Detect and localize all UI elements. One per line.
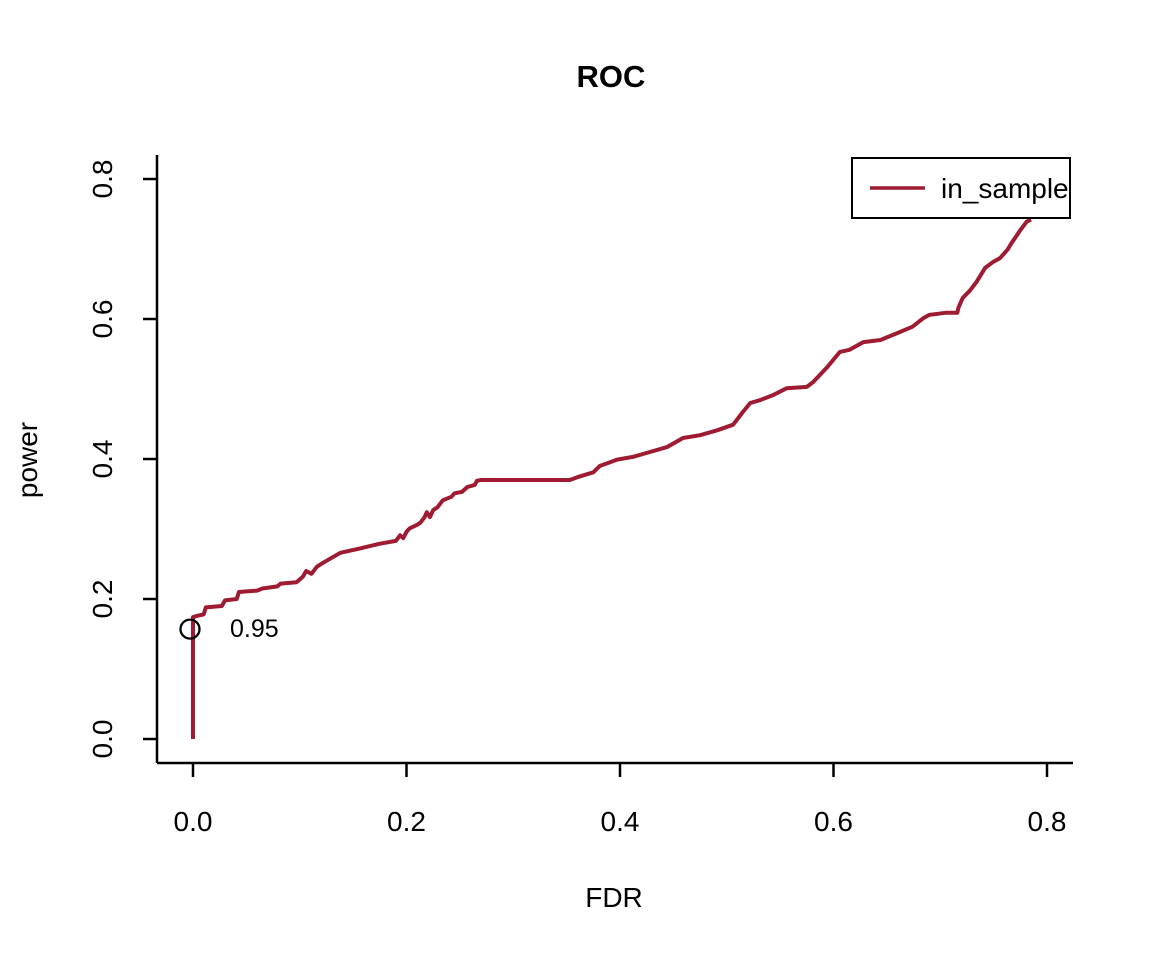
- x-tick-label: 0.6: [814, 806, 853, 837]
- x-tick-label: 0.2: [387, 806, 426, 837]
- threshold-value-label: 0.95: [230, 615, 279, 643]
- y-tick-label: 0.8: [87, 160, 118, 199]
- x-axis-title: FDR: [585, 882, 643, 913]
- y-tick-label: 0.2: [87, 580, 118, 619]
- legend: in_sample: [851, 157, 1071, 219]
- threshold-point-marker: [179, 618, 201, 640]
- roc-curve-in-sample: [191, 217, 1032, 739]
- axis-ticks: 0.0 0.2 0.4 0.6 0.8 0.0 0.2 0.4 0.6 0.8: [87, 160, 1066, 837]
- y-tick-label: 0.6: [87, 300, 118, 339]
- chart-title: ROC: [577, 59, 646, 94]
- y-tick-label: 0.0: [87, 720, 118, 759]
- x-tick-label: 0.0: [174, 806, 213, 837]
- x-tick-label: 0.4: [601, 806, 640, 837]
- legend-entry-label: in_sample: [941, 173, 1069, 204]
- y-axis-title: power: [12, 422, 43, 498]
- x-tick-label: 0.8: [1028, 806, 1067, 837]
- y-tick-label: 0.4: [87, 440, 118, 479]
